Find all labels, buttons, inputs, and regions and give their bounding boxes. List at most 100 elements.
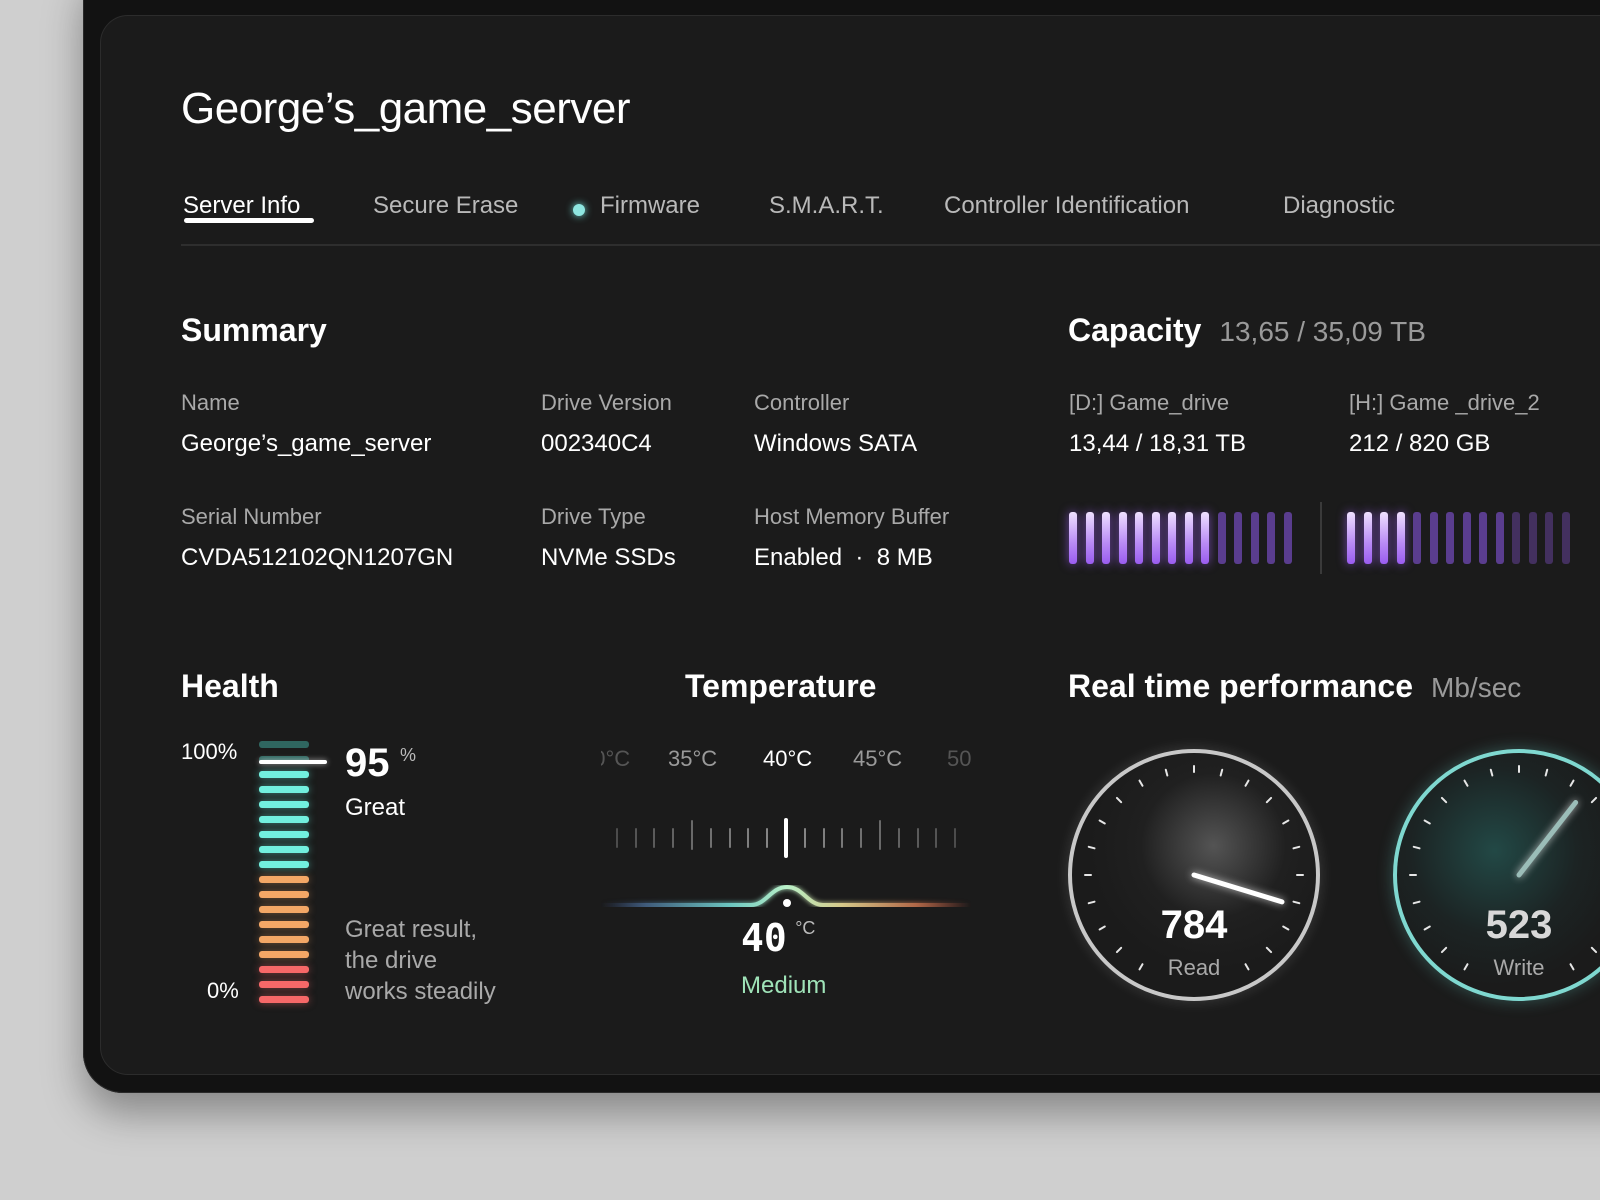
tab-label: S.M.A.R.T. (769, 192, 884, 219)
gauge-tick (1098, 819, 1106, 825)
capacity-bar (1267, 512, 1275, 564)
temperature-value: 40 °C (741, 916, 815, 960)
gauge-tick (1098, 925, 1106, 931)
field-value: CVDA512102QN1207GN (181, 544, 454, 571)
health-bar (259, 906, 309, 913)
capacity-bar (1446, 512, 1454, 564)
gauge-tick (1489, 768, 1494, 777)
health-bar (259, 816, 309, 823)
temp-label-35: 35°C (668, 746, 718, 771)
health-heading: Health (181, 668, 279, 704)
gauge-tick (1282, 819, 1290, 825)
temperature-tick (841, 828, 844, 848)
tab-controller-identification[interactable]: Controller Identification (944, 192, 1189, 220)
field-value: Enabled · 8 MB (754, 544, 933, 571)
description-line: Great result, (345, 916, 478, 943)
temperature-tick (672, 828, 675, 848)
gauge-tick (1292, 845, 1301, 850)
field-label: Host Memory Buffer (754, 504, 950, 529)
temperature-tick (803, 828, 806, 848)
gauge-tick (1590, 946, 1598, 954)
drive-label: [H:] Game _drive_2 (1349, 390, 1540, 415)
gauge-needle (1191, 872, 1285, 905)
tab-firmware[interactable]: Firmware (573, 192, 700, 220)
temp-label-45: 45°C (853, 746, 903, 771)
write-value: 523 (1485, 903, 1553, 947)
health-marker (259, 760, 327, 764)
gauge-tick (1087, 900, 1096, 905)
temperature-tick (709, 828, 712, 848)
drive-h[interactable]: [H:] Game _drive_2 212 / 820 GB (1349, 390, 1540, 458)
temperature-tick (653, 828, 656, 848)
field-label: Controller (754, 390, 850, 415)
page-title: George’s_game_server (181, 84, 631, 133)
read-value: 784 (1160, 903, 1228, 947)
gauge-tick (1412, 900, 1421, 905)
read-gauge: 784 Read (1068, 749, 1320, 1001)
tab-smart[interactable]: S.M.A.R.T. (769, 192, 884, 220)
temperature-tick (935, 828, 938, 848)
health-bar (259, 936, 309, 943)
tab-diagnostic[interactable]: Diagnostic (1283, 192, 1395, 220)
health-meter (101, 16, 401, 1074)
capacity-bar (1363, 512, 1372, 564)
tab-secure-erase[interactable]: Secure Erase (373, 192, 518, 220)
gauge-tick (1544, 768, 1549, 777)
summary-field-drive-version: Drive Version 002340C4 (541, 390, 672, 458)
gauge-tick (1463, 779, 1469, 787)
gauge-tick (1115, 946, 1123, 954)
temperature-current-tick (784, 818, 788, 858)
tab-label: Server Info (183, 192, 301, 219)
temp-label-40: 40°C (763, 746, 813, 771)
field-value: George’s_game_server (181, 430, 432, 457)
health-percent: 95 (345, 741, 390, 785)
capacity-bar (1168, 512, 1176, 564)
health-bar (259, 801, 309, 808)
gauge-tick (1590, 796, 1598, 804)
capacity-bar (1462, 512, 1471, 564)
tab-server-info[interactable]: Server Info (183, 192, 314, 223)
health-bar (259, 831, 309, 838)
temperature-tick (634, 828, 637, 848)
capacity-bar (1512, 512, 1520, 564)
temperature-tick (822, 828, 825, 848)
temperature-tick (691, 820, 693, 850)
gauge-tick (1219, 768, 1224, 777)
gauge-tick (1463, 963, 1469, 971)
temperature-tick (879, 820, 881, 850)
drive-d-capacity-bars (1069, 512, 1309, 568)
gauge-tick (1115, 796, 1123, 804)
gauge-tick (1164, 768, 1169, 777)
gauge-tick (1087, 845, 1096, 850)
health-bar (259, 981, 309, 988)
health-bar (259, 861, 309, 868)
health-unit: % (399, 745, 416, 765)
gauge-needle (1516, 800, 1579, 878)
summary-field-drive-type: Drive Type NVMe SSDs (541, 504, 676, 572)
capacity-bar (1479, 512, 1487, 564)
gauge-tick (1244, 963, 1250, 971)
capacity-bar (1069, 512, 1077, 564)
health-bar (259, 921, 309, 928)
health-max-label: 100% (181, 739, 238, 764)
temperature-indicator-dot (783, 899, 791, 907)
active-tab-indicator (184, 218, 314, 223)
gauge-tick (1292, 900, 1301, 905)
description-line: the drive (345, 947, 438, 974)
drive-d[interactable]: [D:] Game_drive 13,44 / 18,31 TB (1069, 390, 1246, 458)
field-value: NVMe SSDs (541, 544, 676, 571)
gauge-tick (1423, 819, 1431, 825)
health-bar (259, 771, 309, 778)
health-bar (259, 741, 309, 748)
drive-h-capacity-bars (1347, 512, 1600, 568)
capacity-bar (1250, 512, 1259, 564)
health-value: 95 % (345, 741, 416, 786)
tab-bar: Server Info Secure Erase Firmware S.M.A.… (181, 188, 1600, 246)
read-gauge-dial (1084, 765, 1304, 971)
temperature-ruler[interactable] (601, 796, 971, 866)
capacity-bar (1528, 512, 1537, 564)
temp-label-30: 30°C (601, 746, 631, 771)
capacity-bar (1135, 512, 1143, 564)
field-label: Drive Type (541, 504, 646, 529)
capacity-header: Capacity 13,65 / 35,09 TB (1068, 312, 1426, 349)
